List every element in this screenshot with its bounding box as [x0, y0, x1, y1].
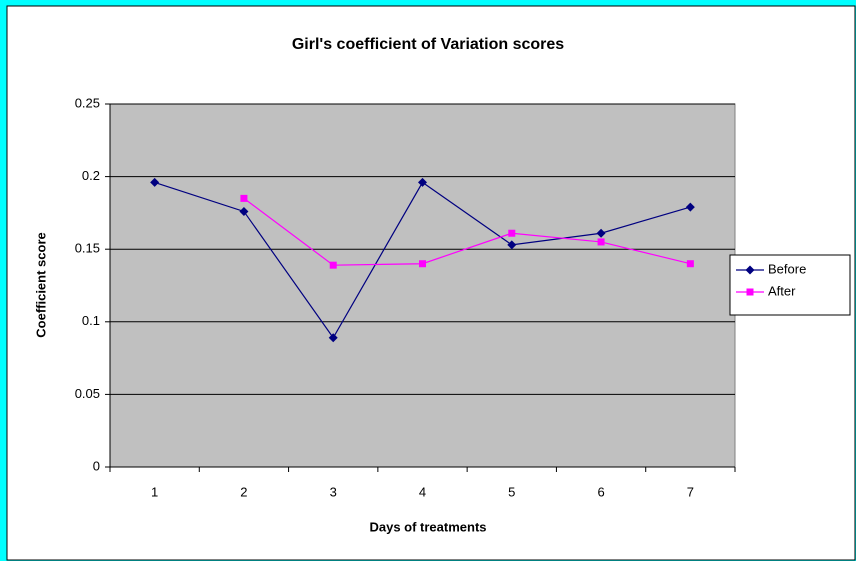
plot-area: [109, 103, 736, 468]
chart-title: Girl's coefficient of Variation scores: [292, 36, 564, 53]
data-point: [419, 260, 426, 268]
legend-label: After: [768, 283, 796, 298]
x-tick-label: 6: [597, 484, 604, 499]
y-tick-label: 0.2: [82, 168, 100, 183]
data-point: [597, 238, 605, 246]
y-tick-label: 0.05: [75, 386, 100, 401]
data-point: [329, 261, 337, 269]
data-point: [507, 240, 517, 250]
y-axis-label: Coefficient score: [33, 232, 48, 337]
data-point: [418, 177, 427, 187]
data-point: [328, 333, 338, 343]
y-tick-label: 0.25: [75, 95, 100, 110]
x-tick-label: 3: [330, 484, 337, 499]
y-tick-label: 0: [93, 458, 100, 473]
legend-box: [729, 254, 851, 316]
data-point: [685, 202, 695, 212]
legend-marker: [745, 265, 755, 275]
x-tick-label: 1: [151, 484, 158, 499]
data-point: [239, 206, 249, 216]
x-tick-label: 4: [419, 484, 426, 499]
series-line: [243, 197, 691, 266]
y-tick-label: 0.15: [75, 241, 100, 256]
y-tick-label: 0.1: [82, 313, 100, 328]
data-point: [686, 260, 694, 268]
legend-marker: [746, 288, 754, 296]
x-axis-label: Days of treatments: [369, 519, 486, 534]
data-point: [150, 177, 160, 187]
legend-label: Before: [768, 261, 806, 276]
data-point: [596, 228, 606, 238]
x-tick-label: 7: [687, 484, 694, 499]
x-tick-label: 5: [508, 484, 515, 499]
data-point: [240, 194, 248, 202]
data-point: [508, 229, 516, 237]
x-tick-label: 2: [240, 484, 247, 499]
